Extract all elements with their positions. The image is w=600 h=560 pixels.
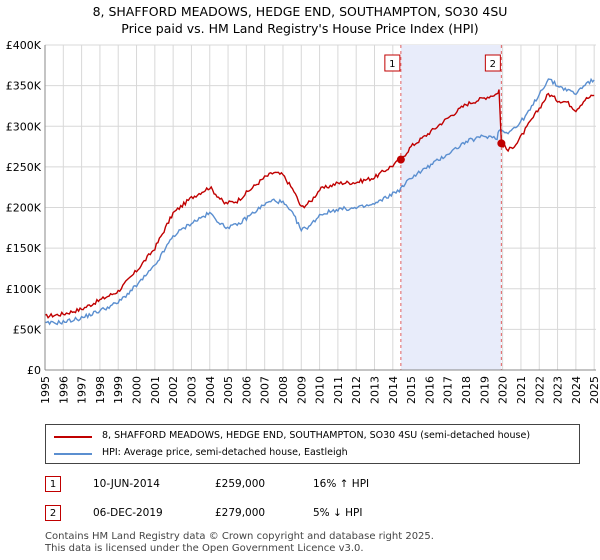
sale-price: £279,000 <box>215 507 266 519</box>
x-tick-label: 2007 <box>259 376 272 404</box>
x-tick-label: 1999 <box>112 376 125 404</box>
x-tick-label: 1996 <box>57 376 70 404</box>
x-tick-label: 2018 <box>460 376 473 404</box>
sale-marker-box <box>484 54 501 72</box>
x-tick-label: 2000 <box>131 376 144 404</box>
y-tick-label: £350K <box>6 80 42 93</box>
sale-date: 06-DEC-2019 <box>93 507 163 519</box>
sale-hpi-diff: 16% ↑ HPI <box>313 478 370 490</box>
footer-copyright: Contains HM Land Registry data © Crown c… <box>45 531 434 542</box>
price-chart: 1 2 £0 £50K £100K £150K £200K £250K £300K £350K £… <box>6 39 600 404</box>
legend-label-hpi: HPI: Average price, semi-detached house,… <box>102 447 348 458</box>
x-tick-label: 1997 <box>76 376 89 404</box>
legend-swatch-blue <box>54 453 92 455</box>
x-tick-label: 1998 <box>94 376 107 404</box>
y-tick-label: £400K <box>6 39 42 52</box>
sale-hpi-diff: 5% ↓ HPI <box>313 507 363 519</box>
x-tick-label: 1995 <box>39 376 52 404</box>
x-tick-label: 2014 <box>387 376 400 404</box>
sale-marker-label: 1 <box>389 59 395 70</box>
x-tick-label: 2001 <box>149 376 162 404</box>
legend: 8, SHAFFORD MEADOWS, HEDGE END, SOUTHAMP… <box>45 424 580 464</box>
sale-marker-label: 2 <box>490 59 496 70</box>
y-tick-label: £300K <box>6 120 42 133</box>
sale-price: £259,000 <box>215 478 266 490</box>
sale-point <box>396 155 405 164</box>
x-tick-label: 2002 <box>167 376 180 404</box>
x-tick-label: 2006 <box>240 376 253 404</box>
x-tick-label: 2003 <box>185 376 198 404</box>
sale-number-badge: 1 <box>45 476 61 492</box>
y-tick-label: £0 <box>27 364 41 377</box>
x-tick-label: 2022 <box>533 376 546 404</box>
y-tick-label: £250K <box>6 161 42 174</box>
y-tick-label: £100K <box>6 283 42 296</box>
sale-number-badge: 2 <box>45 505 61 521</box>
x-tick-label: 2012 <box>350 376 363 404</box>
chart-title: 8, SHAFFORD MEADOWS, HEDGE END, SOUTHAMP… <box>92 4 508 19</box>
legend-swatch-red <box>54 436 92 438</box>
chart-subtitle: Price paid vs. HM Land Registry's House … <box>121 21 479 36</box>
x-tick-label: 2008 <box>277 376 290 404</box>
sale-date: 10-JUN-2014 <box>93 478 160 490</box>
y-tick-label: £150K <box>6 242 42 255</box>
x-tick-label: 2021 <box>515 376 528 404</box>
x-tick-label: 2019 <box>478 376 491 404</box>
x-tick-label: 2013 <box>369 376 382 404</box>
x-tick-label: 2023 <box>552 376 565 404</box>
x-tick-label: 2015 <box>405 376 418 404</box>
x-tick-label: 2011 <box>332 376 345 404</box>
x-tick-label: 2009 <box>295 376 308 404</box>
x-tick-label: 2024 <box>570 376 583 404</box>
x-tick-label: 2025 <box>588 376 600 404</box>
x-tick-label: 2010 <box>314 376 327 404</box>
x-tick-label: 2016 <box>423 376 436 404</box>
sale-point <box>497 139 506 148</box>
legend-label-property: 8, SHAFFORD MEADOWS, HEDGE END, SOUTHAMP… <box>102 430 531 441</box>
x-tick-label: 2004 <box>204 376 217 404</box>
footer-licence: This data is licensed under the Open Gov… <box>45 543 364 554</box>
x-tick-label: 2005 <box>222 376 235 404</box>
x-tick-label: 2020 <box>497 376 510 404</box>
shaded-period <box>400 45 502 370</box>
y-tick-label: £200K <box>6 202 42 215</box>
y-tick-label: £50K <box>13 323 42 336</box>
x-tick-label: 2017 <box>442 376 455 404</box>
sale-marker-box <box>384 54 401 72</box>
